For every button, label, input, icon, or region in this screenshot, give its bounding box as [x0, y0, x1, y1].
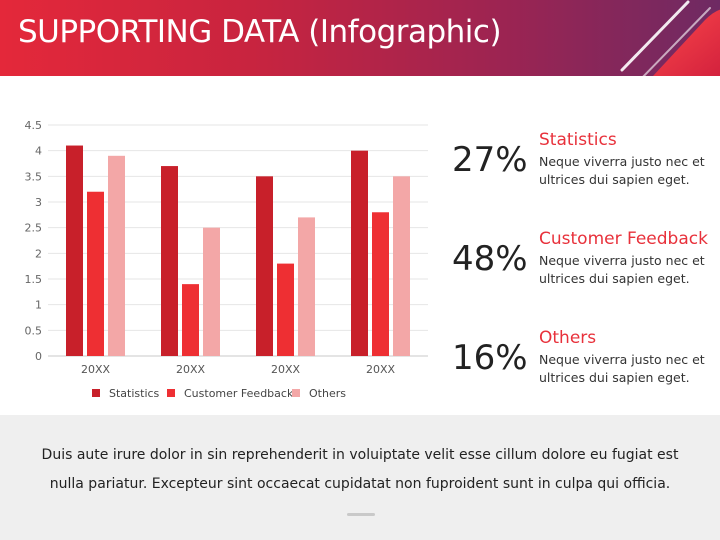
y-tick-label: 1	[35, 299, 42, 312]
decorative-swoosh-icon	[620, 0, 720, 76]
stat-block-others: 16% Others Neque viverra justo nec et ul…	[440, 328, 715, 408]
footer-divider	[347, 513, 375, 516]
bar	[372, 212, 389, 356]
y-tick-label: 2.5	[25, 222, 43, 235]
stat-block-customer-feedback: 48% Customer Feedback Neque viverra just…	[440, 229, 715, 309]
bar	[66, 145, 83, 356]
x-tick-label: 20XX	[366, 363, 396, 376]
stat-block-statistics: 27% Statistics Neque viverra justo nec e…	[440, 130, 715, 210]
stat-description: Neque viverra justo nec et ultrices dui …	[539, 253, 705, 286]
stat-title: Others	[539, 328, 597, 348]
bar	[393, 176, 410, 356]
bar	[182, 284, 199, 356]
legend-swatch	[167, 389, 175, 397]
bar-chart: 0 0.5 1 1.5 2 2.5 3 3.5 4 4.5 20XX 20XX 20XX 20XX Stat…	[25, 119, 428, 400]
stat-percent: 16%	[452, 338, 528, 378]
header-banner: SUPPORTING DATA (Infographic)	[0, 0, 720, 76]
bar	[161, 166, 178, 356]
bar	[87, 191, 104, 356]
footer-text: Duis aute irure dolor in sin reprehender…	[41, 447, 679, 492]
stat-title: Statistics	[539, 130, 617, 150]
stat-description: Neque viverra justo nec et ultrices dui …	[539, 154, 705, 187]
stat-description: Neque viverra justo nec et ultrices dui …	[539, 352, 705, 385]
y-tick-label: 0.5	[25, 324, 43, 337]
x-tick-label: 20XX	[81, 363, 111, 376]
y-tick-label: 3.5	[25, 170, 43, 183]
bar	[108, 155, 125, 356]
bar	[298, 217, 315, 356]
stat-percent: 48%	[452, 239, 528, 279]
stat-title: Customer Feedback	[539, 229, 708, 249]
y-tick-label: 4	[35, 145, 42, 158]
legend-swatch	[292, 389, 300, 397]
page-title: SUPPORTING DATA (Infographic)	[18, 14, 502, 50]
legend-label: Statistics	[109, 387, 160, 400]
y-tick-label: 2	[35, 247, 42, 260]
legend-label: Others	[309, 387, 346, 400]
y-tick-label: 0	[35, 350, 42, 363]
x-tick-label: 20XX	[176, 363, 206, 376]
y-tick-label: 3	[35, 196, 42, 209]
legend-swatch	[92, 389, 100, 397]
bar	[277, 263, 294, 356]
bar	[203, 227, 220, 356]
bar	[256, 176, 273, 356]
y-tick-label: 4.5	[25, 119, 43, 132]
stat-percent: 27%	[452, 140, 528, 180]
legend-label: Customer Feedback	[184, 387, 294, 400]
footer-panel: Duis aute irure dolor in sin reprehender…	[0, 415, 720, 540]
x-tick-label: 20XX	[271, 363, 301, 376]
bar	[351, 150, 368, 356]
y-tick-label: 1.5	[25, 273, 43, 286]
